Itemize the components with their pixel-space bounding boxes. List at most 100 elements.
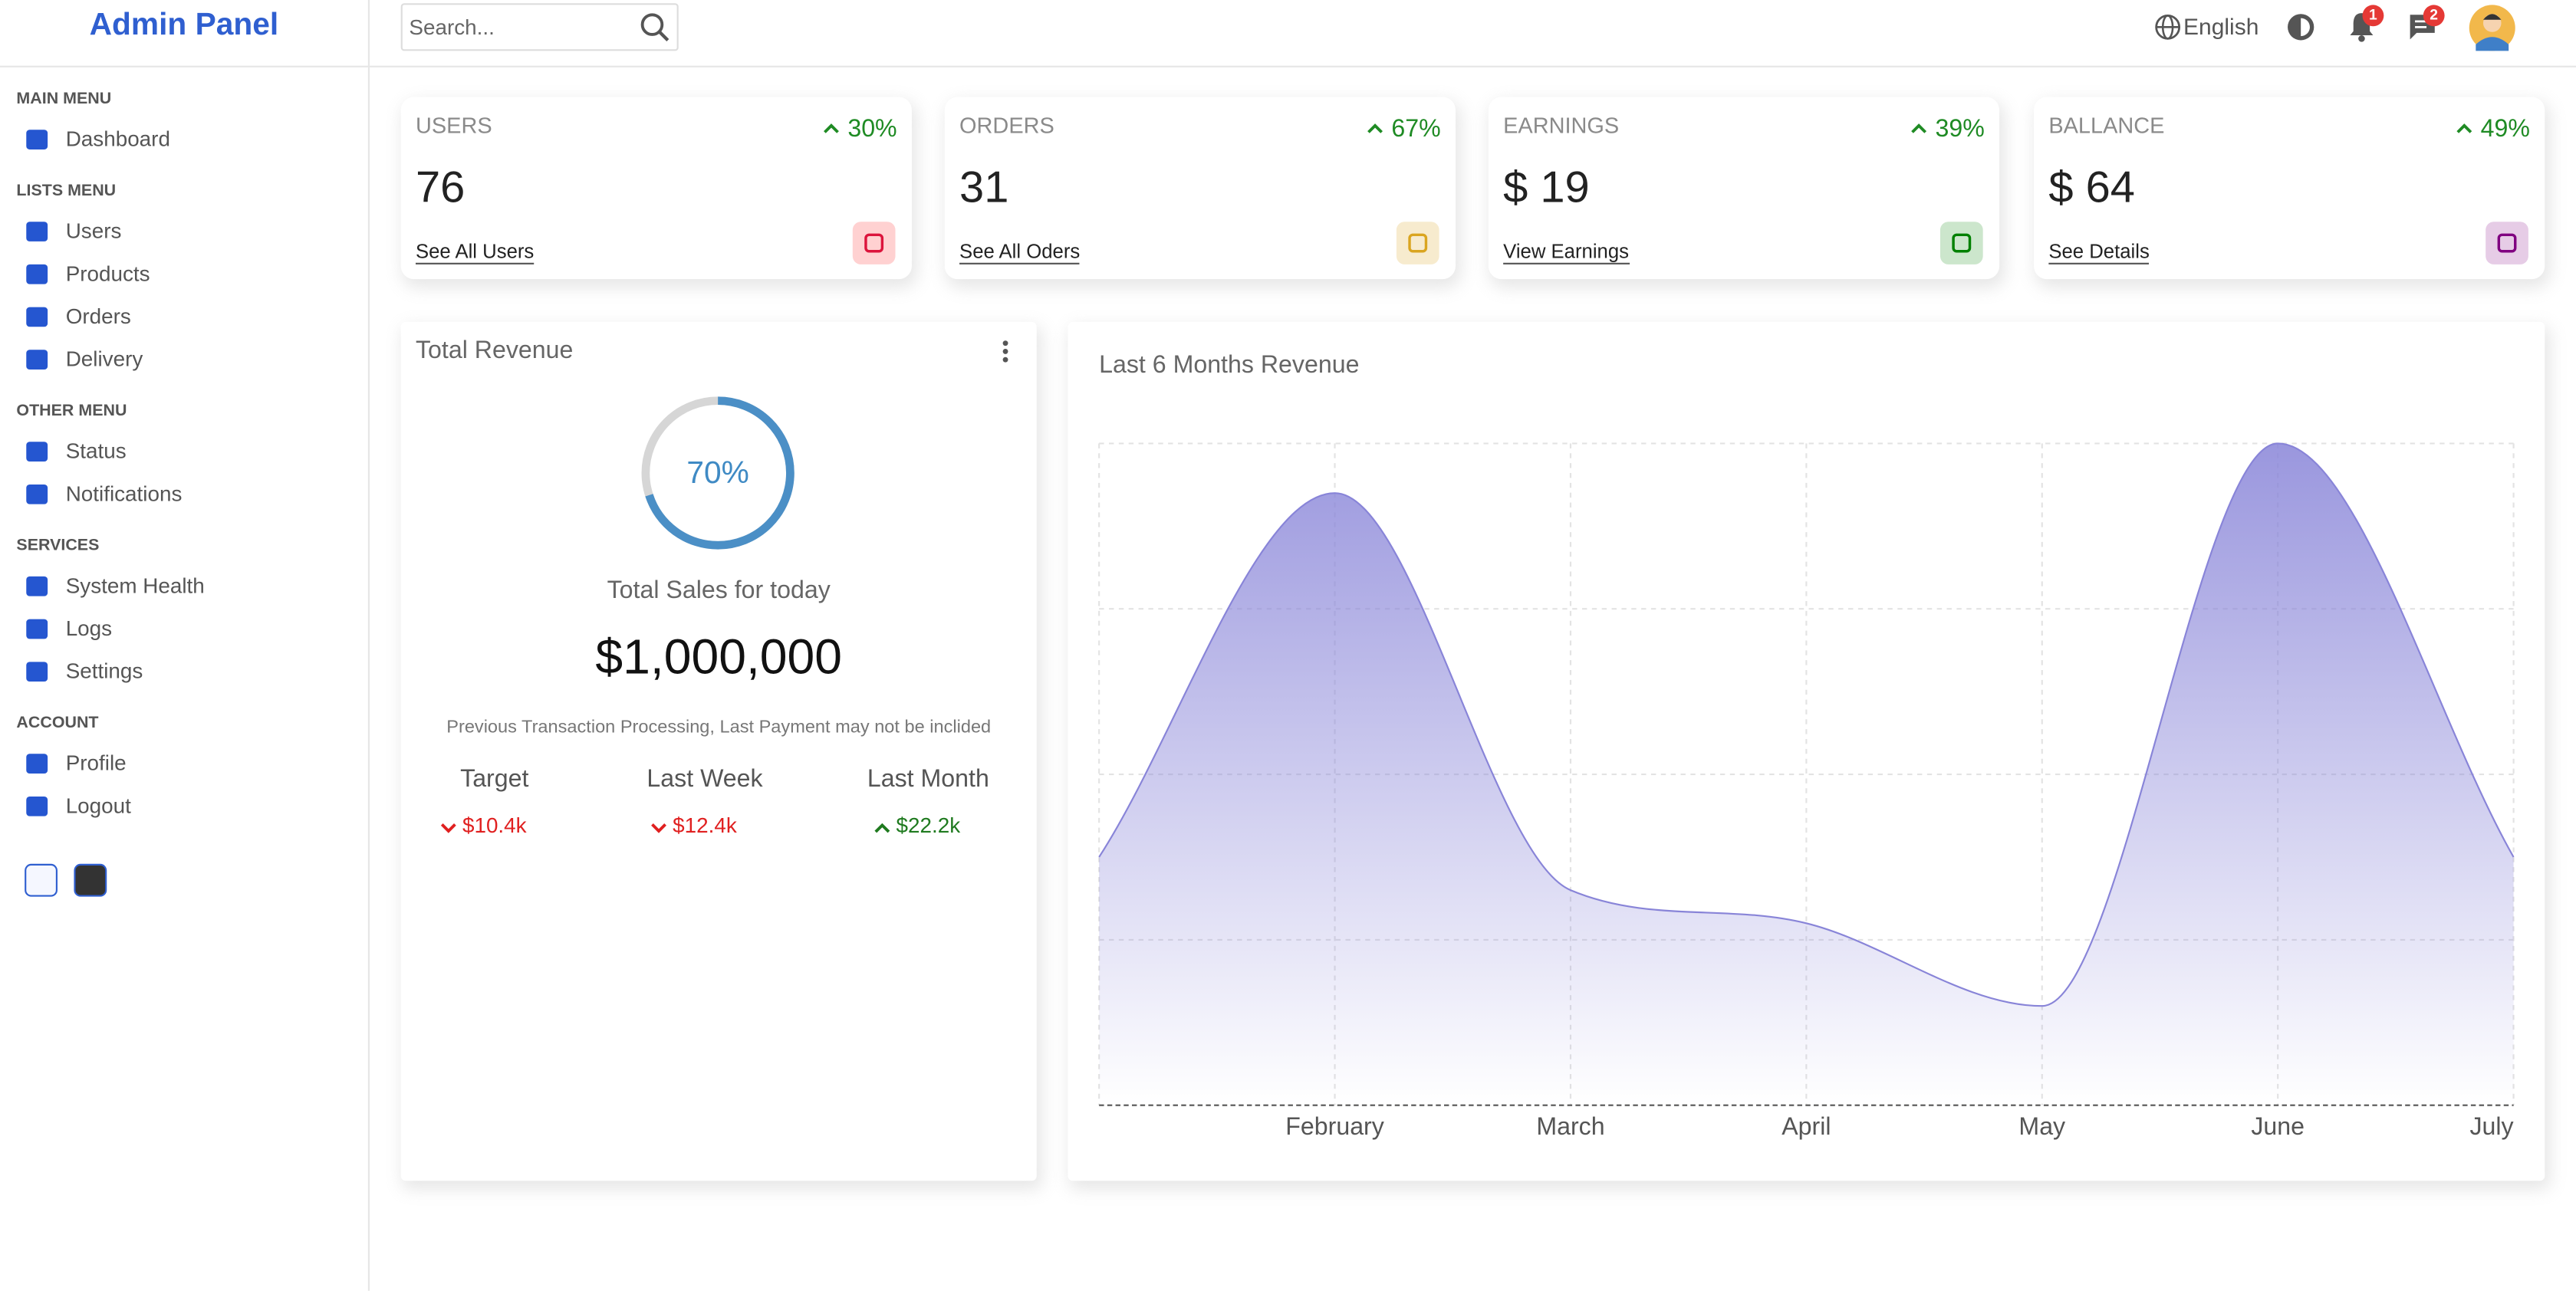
summary-value: $12.4k	[673, 813, 737, 838]
widget-value: $ 19	[1503, 163, 1590, 212]
widget-change: 49%	[2480, 114, 2531, 143]
chevron	[439, 823, 456, 833]
progress-label: 70%	[686, 455, 748, 490]
icon-shape	[2497, 233, 2517, 253]
x-tick-label: April	[1781, 1112, 1831, 1140]
trend-icon	[873, 823, 890, 833]
search-icon[interactable]	[639, 11, 670, 43]
chart: Last 6 Months Revenue February March April…	[1098, 350, 2515, 1140]
widget-title: ORDERS	[959, 113, 1054, 138]
x-tick-label: June	[2251, 1112, 2305, 1140]
menu-icon	[26, 264, 48, 284]
summary-label: Last Week	[646, 765, 763, 793]
trend-icon	[439, 823, 456, 833]
icon	[1408, 233, 1428, 253]
widget-link[interactable]: View Earnings	[1503, 240, 1630, 264]
widget-link[interactable]: See All Users	[415, 240, 535, 264]
menu-icon	[26, 485, 48, 505]
menu-icon	[26, 221, 48, 241]
widget-value: 31	[959, 163, 1009, 212]
summary-label: Last Month	[867, 765, 989, 793]
menu-icon	[26, 576, 48, 596]
divider	[0, 65, 2576, 67]
icon-shape	[1408, 233, 1428, 253]
brand[interactable]: Admin Panel	[89, 8, 279, 43]
chevron	[1911, 123, 1927, 133]
language[interactable]: English	[2183, 13, 2259, 40]
widget-card: EARNINGS 39% $ 19 View Earnings	[1488, 97, 2000, 280]
widget-card: BALLANCE 49% $ 64 See Details	[2034, 97, 2545, 280]
menu-icon	[26, 662, 48, 682]
widget-card: ORDERS 67% 31 See All Oders	[944, 97, 1456, 280]
area	[1099, 443, 2514, 1105]
menu-section-title: LISTS MENU	[16, 182, 117, 200]
message-badge: 2	[2423, 5, 2445, 27]
globe-icon	[2155, 14, 2181, 40]
menu-icon	[26, 130, 48, 149]
icon-shape	[1952, 233, 1972, 253]
icon	[864, 233, 884, 253]
search-box[interactable]: Search...	[400, 3, 679, 51]
widget-icon	[2486, 222, 2528, 264]
avatar[interactable]	[2468, 3, 2517, 52]
chevron	[1367, 123, 1383, 133]
trend-icon	[1367, 123, 1383, 133]
menu-item[interactable]: Logout	[65, 793, 131, 819]
summary-value: $22.2k	[896, 813, 961, 838]
menu-item[interactable]: Logs	[65, 616, 113, 641]
chart-card: Last 6 Months Revenue February March April…	[1068, 321, 2545, 1181]
notification-badge: 1	[2362, 5, 2384, 27]
widget-value: $ 64	[2048, 163, 2135, 212]
icon	[2497, 233, 2517, 253]
x-tick-label: July	[2469, 1112, 2513, 1140]
trend-icon	[2456, 123, 2472, 133]
light-theme-button[interactable]	[25, 863, 58, 897]
menu-icon	[26, 619, 48, 639]
menu-item[interactable]: Delivery	[65, 347, 143, 372]
menu-item[interactable]: Products	[65, 261, 150, 286]
widget-title: USERS	[415, 113, 492, 138]
menu-item[interactable]: Orders	[65, 304, 131, 329]
chevron	[873, 823, 890, 833]
menu-item[interactable]: Notifications	[65, 481, 183, 507]
dark-theme-button[interactable]	[74, 863, 107, 897]
menu-section-title: OTHER MENU	[16, 402, 127, 421]
search-placeholder: Search...	[409, 15, 495, 40]
menu-icon	[26, 797, 48, 817]
menu-item[interactable]: Settings	[65, 659, 143, 684]
widget-icon	[1939, 222, 1983, 264]
widget-title: EARNINGS	[1503, 113, 1620, 138]
menu-item[interactable]: Status	[65, 438, 127, 464]
summary-label: Target	[460, 765, 529, 793]
more-button[interactable]	[998, 338, 1012, 364]
trend-icon	[1911, 123, 1927, 133]
trend-icon	[650, 823, 666, 833]
menu-icon	[26, 754, 48, 774]
chart-title: Last 6 Months Revenue	[1099, 350, 1359, 378]
progress-arc	[641, 396, 795, 550]
widget-link[interactable]: See Details	[2048, 240, 2150, 264]
menu-item[interactable]: Dashboard	[65, 126, 170, 152]
summary-value: $10.4k	[462, 813, 527, 838]
menu-icon	[26, 442, 48, 462]
chevron	[824, 123, 839, 133]
sidebar: Admin Panel MAIN MENU Dashboard LISTS MENU…	[0, 0, 370, 1291]
widget-change: 39%	[1935, 114, 1985, 143]
menu-item[interactable]: System Health	[65, 573, 205, 598]
chevron	[2456, 123, 2472, 133]
menu-icon	[26, 350, 48, 370]
widget-value: 76	[415, 163, 466, 212]
menu-item[interactable]: Profile	[65, 750, 127, 776]
revenue-note: Previous Transaction Processing, Last Pa…	[446, 718, 992, 737]
menu-section-title: MAIN MENU	[16, 90, 112, 109]
sales-subtitle: Total Sales for today	[607, 576, 831, 605]
icon-shape	[864, 233, 884, 253]
menu-icon	[26, 307, 48, 327]
widget-link[interactable]: See All Oders	[959, 240, 1081, 264]
area-line	[1098, 442, 2515, 1007]
menu-item[interactable]: Users	[65, 218, 122, 243]
theme-icon[interactable]	[2285, 11, 2317, 43]
revenue-card: Total Revenue 70% Total Sales for today …	[400, 321, 1037, 1181]
